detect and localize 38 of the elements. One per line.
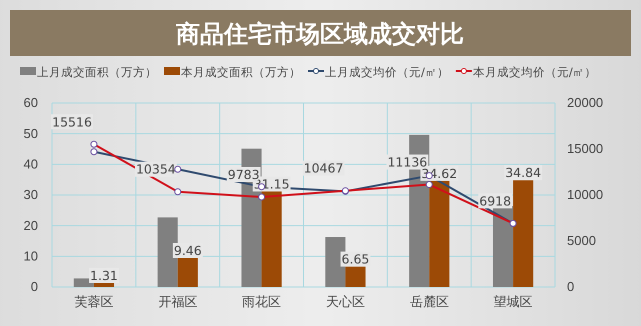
data-label: 10354 <box>136 162 176 177</box>
y-tick-label: 0 <box>30 279 38 294</box>
legend-label: 上月成交均价（元/㎡） <box>325 65 449 79</box>
chart-title: 商品住宅市场区域成交对比 <box>175 20 464 48</box>
bar <box>345 266 366 287</box>
y2-tick-label: 0 <box>567 279 574 294</box>
legend-label: 本月成交面积（万方） <box>181 65 301 79</box>
data-label: 6918 <box>479 193 512 208</box>
data-label: 11136 <box>387 154 428 170</box>
y-tick-label: 30 <box>24 187 38 202</box>
y-tick-label: 40 <box>24 156 38 172</box>
bar <box>262 191 282 287</box>
y-tick-label: 20 <box>24 218 38 233</box>
legend-label: 本月成交均价（元/㎡） <box>472 65 597 79</box>
y2-tick-label: 5000 <box>567 233 596 248</box>
data-label: 6.65 <box>342 252 370 267</box>
data-label: 1.31 <box>90 268 118 283</box>
y2-tick-label: 20000 <box>567 95 604 110</box>
y-tick-label: 50 <box>24 126 38 141</box>
x-tick-label: 天心区 <box>326 294 365 310</box>
x-tick-label: 雨花区 <box>242 294 282 310</box>
y-tick-label: 60 <box>24 95 38 110</box>
data-label: 34.84 <box>505 165 542 180</box>
data-label: 15516 <box>52 114 92 130</box>
bar <box>513 180 534 287</box>
data-label: 9.46 <box>174 242 202 258</box>
y2-tick-label: 10000 <box>567 187 604 202</box>
y2-tick-label: 15000 <box>567 141 604 156</box>
y-tick-label: 10 <box>24 248 38 264</box>
x-tick-label: 岳麓区 <box>410 294 449 310</box>
x-tick-label: 望城区 <box>494 294 533 310</box>
bar <box>94 282 114 287</box>
x-tick-label: 芙蓉区 <box>74 294 114 310</box>
x-tick-label: 开福区 <box>158 294 198 310</box>
legend-label: 上月成交面积（万方） <box>37 65 157 79</box>
bar <box>178 258 198 287</box>
data-label: 10467 <box>304 160 344 176</box>
bar <box>492 206 514 287</box>
